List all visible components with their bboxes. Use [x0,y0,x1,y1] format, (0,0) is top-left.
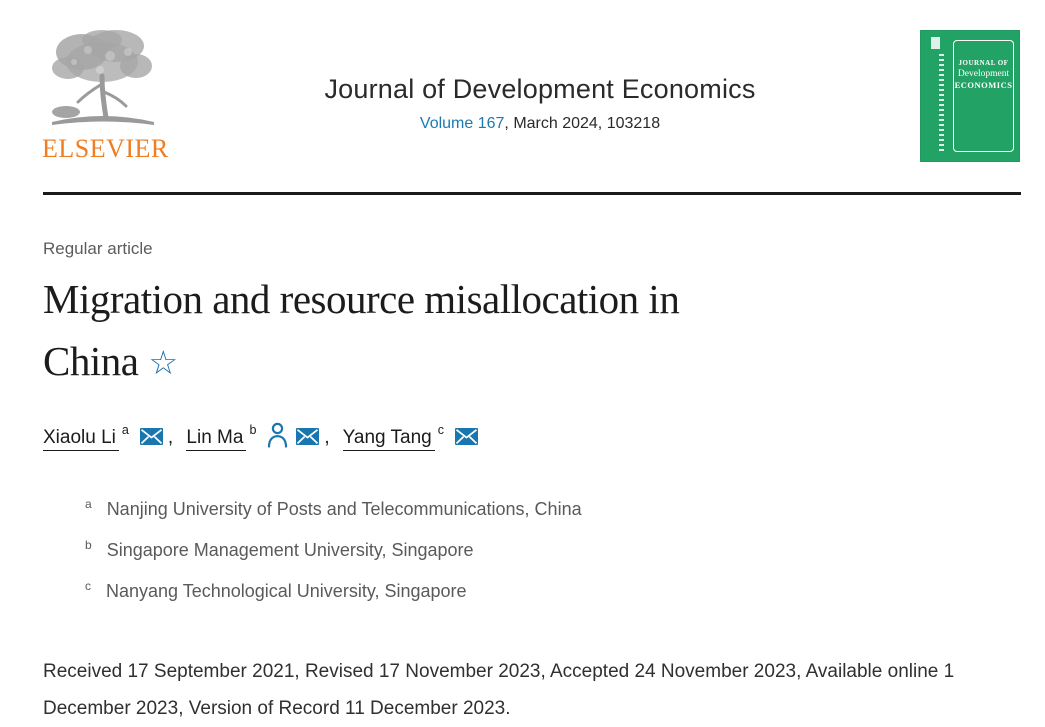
article-dates: Received 17 September 2021, Revised 17 N… [43,661,955,719]
envelope-icon[interactable] [454,428,478,451]
author-list: Xiaolu Li a , Lin Ma b , Yang Tang c [43,422,1002,454]
author-name-link[interactable]: Lin Ma [186,427,247,451]
elsevier-wordmark: ELSEVIER [42,134,169,163]
author-name-link[interactable]: Xiaolu Li [43,427,119,451]
affiliation-text: Nanjing University of Posts and Telecomm… [106,499,582,519]
elsevier-tree-icon [52,30,154,125]
affiliation-text: Nanyang Technological University, Singap… [106,581,467,601]
journal-cover-thumbnail[interactable]: JOURNAL OF Development ECONOMICS [920,30,1020,162]
header-divider [43,192,1021,195]
volume-issue-line: Volume 167, March 2024, 103218 [160,115,920,133]
article-title-line1: Migration and resource misallocation in [43,276,680,322]
author-affiliation-sup: b [249,423,257,437]
cover-title-box: JOURNAL OF Development ECONOMICS [953,40,1014,152]
affiliation-item: c Nanyang Technological University, Singa… [85,568,1002,609]
article-title: Migration and resource misallocation in C… [43,268,1002,394]
affiliation-item: b Singapore Management University, Singap… [85,527,1002,568]
cover-title-line1: JOURNAL OF [958,59,1009,67]
cover-mini-logo-icon [931,37,940,49]
affiliation-sup: b [85,538,92,552]
author-lin-ma: Lin Ma b [186,422,323,451]
cover-title-line2: Development [957,69,1010,79]
author-yang-tang: Yang Tang c [342,423,482,451]
journal-header: ELSEVIER Journal of Development Economic… [0,0,1045,192]
author-separator: , [324,427,330,448]
affiliation-list: a Nanjing University of Posts and Telecom… [85,486,1002,609]
volume-link[interactable]: Volume 167 [419,115,505,132]
elsevier-logo[interactable]: ELSEVIER [42,26,169,164]
cover-spine-decoration [939,54,944,152]
author-affiliation-sup: a [121,423,129,437]
envelope-icon[interactable] [139,428,163,451]
journal-title-link[interactable]: Journal of Development Economics [324,74,756,104]
affiliation-text: Singapore Management University, Singapo… [106,540,474,560]
journal-meta: Journal of Development Economics Volume … [160,74,920,133]
article-type-label: Regular article [43,239,153,258]
author-name-link[interactable]: Yang Tang [342,427,435,451]
person-icon[interactable] [267,422,288,454]
star-icon[interactable]: ☆ [148,343,178,382]
author-xiaolu-li: Xiaolu Li a [43,423,167,451]
envelope-icon[interactable] [296,428,320,451]
cover-title-line3: ECONOMICS [954,80,1013,90]
article-title-line2: China [43,338,139,384]
author-affiliation-sup: c [437,423,444,437]
affiliation-sup: c [85,579,91,593]
article-info-section: Regular article Migration and resource m… [0,195,1045,727]
affiliation-item: a Nanjing University of Posts and Telecom… [85,486,1002,527]
issue-info: , March 2024, 103218 [504,115,661,132]
affiliation-sup: a [85,497,92,511]
author-separator: , [167,427,174,448]
